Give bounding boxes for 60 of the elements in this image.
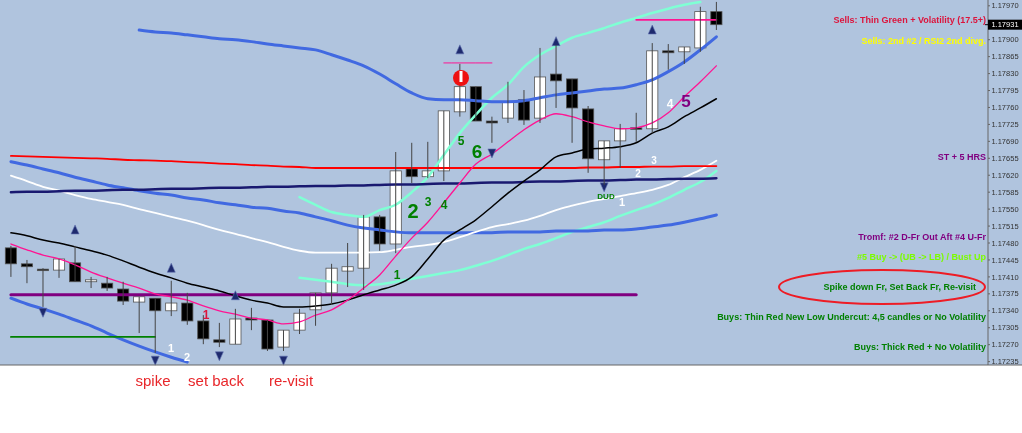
- text: set back: [188, 372, 245, 389]
- line-series: [9, 176, 718, 194]
- line-series: [298, 169, 718, 287]
- annotation: 3: [651, 155, 658, 166]
- candlestick: [213, 322, 226, 348]
- annotation: 6: [471, 141, 483, 162]
- annotation: 4: [666, 97, 674, 111]
- point: [215, 351, 224, 362]
- candlestick: [20, 259, 33, 284]
- candlestick: [694, 6, 707, 53]
- candlestick: [710, 1, 723, 31]
- annotation: 2: [407, 200, 419, 222]
- point: [231, 290, 240, 301]
- point: [647, 24, 657, 35]
- candlestick: [165, 280, 178, 317]
- annotation: 5: [457, 134, 465, 148]
- annotation: 4: [440, 198, 448, 212]
- line-series: [9, 296, 189, 364]
- point: [455, 44, 465, 55]
- candlestick: [261, 319, 274, 352]
- text: #5 Buy -> (UB -> LB) / Bust Up: [856, 252, 987, 262]
- candlestick: [133, 296, 146, 334]
- text: spike: [135, 372, 171, 389]
- text: Tromf: #2 D-Fr Out Aft #4 U-Fr: [858, 232, 987, 242]
- candlestick: [614, 123, 627, 169]
- text: Buys: Thick Red + No Volatility: [853, 342, 986, 352]
- line-series: [298, 0, 702, 219]
- candlestick: [85, 276, 98, 289]
- point: [279, 355, 288, 366]
- annotation: 5: [681, 92, 691, 111]
- candlestick: [678, 46, 691, 65]
- candlestick: [646, 42, 659, 134]
- point: [166, 262, 176, 273]
- point: [551, 36, 561, 46]
- candlestick: [101, 276, 114, 292]
- candlestick: [229, 308, 242, 345]
- candlestick: [662, 43, 675, 71]
- candlestick: [181, 292, 194, 326]
- candlestick: [293, 308, 306, 335]
- annotation: 3: [424, 195, 432, 209]
- text: ST + 5 HRS: [937, 152, 986, 162]
- text: Spike down Fr, Set Back Fr, Re-visit: [823, 282, 976, 292]
- annotation: 1: [618, 196, 626, 208]
- annotation: DUD: [597, 192, 615, 201]
- candlestick: [485, 116, 498, 144]
- annotation: 2: [183, 351, 191, 363]
- text: Sells: 2nd #2 / RSI2 2nd divg.: [861, 36, 986, 46]
- text: Sells: Thin Green + Volatility (17.5+): [833, 15, 986, 25]
- text: re-visit: [268, 372, 314, 389]
- annotation: 1: [202, 308, 210, 322]
- point: [38, 307, 48, 318]
- candlestick: [405, 142, 418, 184]
- point: [70, 224, 80, 235]
- annotation: 1: [393, 268, 401, 282]
- annotation: 2: [635, 168, 642, 179]
- annotation: 1: [167, 342, 175, 354]
- candlestick: [277, 329, 290, 352]
- point: [150, 355, 160, 366]
- annotation: Buys: Thin Red New Low Undercut: 4,5 candles or No Volatility: [717, 312, 986, 322]
- point: [487, 148, 497, 159]
